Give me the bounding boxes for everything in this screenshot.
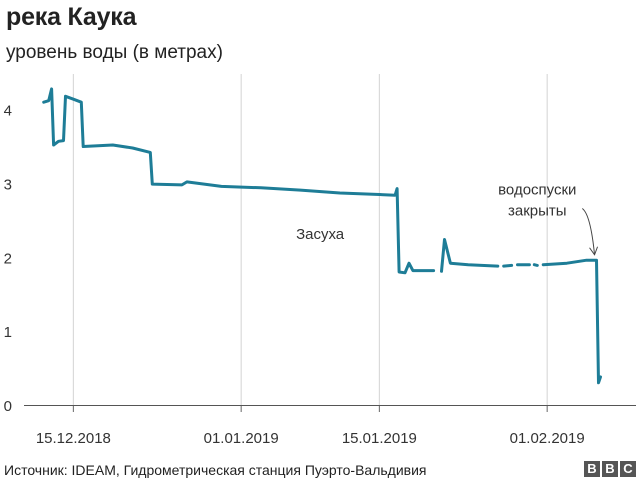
annotation-label: Засуха [296,226,345,243]
annotation-arrowhead [589,246,599,256]
y-tick-label: 1 [4,324,12,341]
x-tick-label: 15.01.2019 [342,430,417,447]
series-line [502,263,514,268]
series-line [532,263,539,267]
x-tick-label: 01.02.2019 [510,430,585,447]
series-line [42,87,436,275]
annotation-label: водоспуски [498,181,576,198]
x-tick-label: 15.12.2018 [36,430,111,447]
annotation-arrow [581,208,596,255]
chart-title: река Каука [6,3,137,31]
bbc-logo-letter: B [602,461,618,477]
footer: Источник: IDEAM, Гидрометрическая станци… [0,458,640,484]
bbc-logo: B B C [584,461,636,477]
y-tick-label: 0 [4,398,12,415]
annotation-label: закрыты [508,202,567,219]
chart-area: 15.12.2018 01.01.2019 15.01.2019 01.02.2019… [4,74,636,447]
bbc-logo-letter: B [584,461,600,477]
series-line [440,238,500,273]
x-tick-label: 01.01.2019 [204,430,279,447]
bbc-logo-letter: C [620,461,636,477]
series-line [541,258,602,385]
chart-subtitle: уровень воды (в метрах) [6,42,223,63]
y-tick-label: 3 [4,176,12,193]
y-tick-label: 2 [4,250,12,267]
y-tick-label: 4 [4,103,12,120]
source-note: Источник: IDEAM, Гидрометрическая станци… [4,462,427,478]
